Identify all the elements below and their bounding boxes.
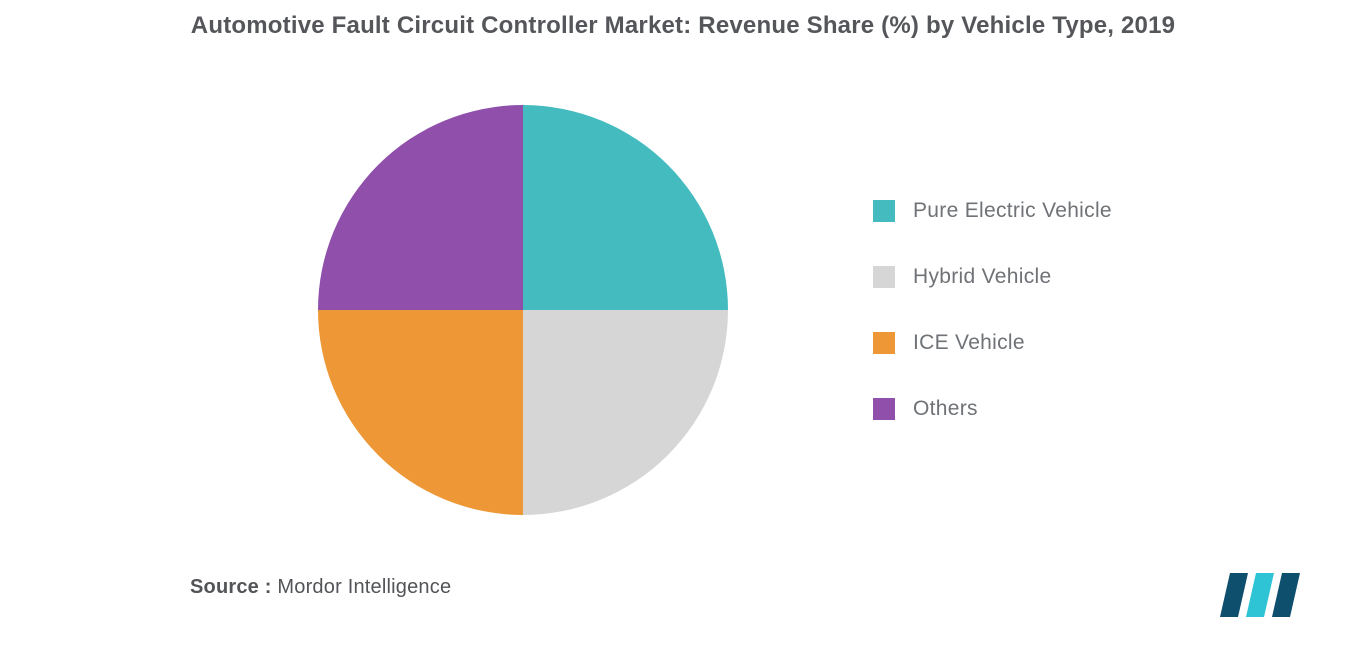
pie-slice <box>523 105 728 310</box>
chart-title: Automotive Fault Circuit Controller Mark… <box>0 12 1366 40</box>
legend-label: Hybrid Vehicle <box>913 265 1051 289</box>
legend-swatch <box>873 398 895 420</box>
source-attribution: Source : Mordor Intelligence <box>190 576 451 599</box>
legend-item: Others <box>873 397 978 421</box>
legend-item: Pure Electric Vehicle <box>873 199 1112 223</box>
logo-bar <box>1272 573 1300 617</box>
legend-label: Pure Electric Vehicle <box>913 199 1112 223</box>
logo-bar <box>1220 573 1248 617</box>
legend-label: Others <box>913 397 978 421</box>
pie-svg <box>313 100 733 520</box>
source-value: Mordor Intelligence <box>277 576 451 598</box>
pie-chart <box>313 100 733 520</box>
pie-slice <box>523 310 728 515</box>
legend: Pure Electric Vehicle Hybrid Vehicle ICE V… <box>873 199 1173 421</box>
pie-slice <box>318 310 523 515</box>
chart-area: Pure Electric Vehicle Hybrid Vehicle ICE V… <box>0 80 1366 540</box>
legend-swatch <box>873 332 895 354</box>
brand-logo-svg <box>1216 571 1300 619</box>
pie-slice <box>318 105 523 310</box>
legend-item: Hybrid Vehicle <box>873 265 1051 289</box>
legend-label: ICE Vehicle <box>913 331 1025 355</box>
legend-swatch <box>873 266 895 288</box>
source-label: Source : <box>190 576 272 598</box>
legend-swatch <box>873 200 895 222</box>
brand-logo <box>1216 571 1300 619</box>
legend-item: ICE Vehicle <box>873 331 1025 355</box>
logo-bar <box>1246 573 1274 617</box>
